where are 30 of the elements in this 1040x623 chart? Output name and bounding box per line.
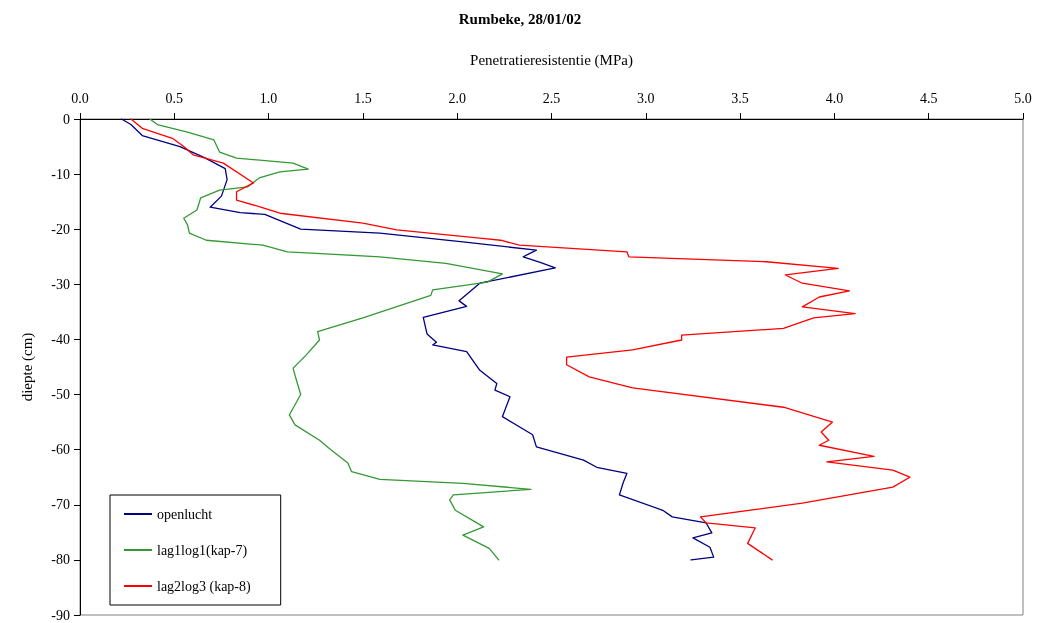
- y-tick-label: -80: [51, 552, 70, 568]
- x-tick-label: 4.5: [919, 90, 938, 106]
- x-axis-title: Penetratieresistentie (MPa): [470, 51, 633, 69]
- y-tick-label: -70: [51, 497, 70, 513]
- x-tick-label: 2.5: [542, 90, 561, 106]
- x-tick-label: 3.5: [731, 90, 749, 106]
- x-tick-label: 3.0: [637, 90, 655, 106]
- y-tick-label: -20: [51, 221, 70, 237]
- x-tick-label: 5.0: [1014, 90, 1032, 106]
- y-axis-title: diepte (cm): [18, 332, 36, 402]
- x-tick-label: 0.0: [71, 90, 89, 106]
- x-tick-label: 1.5: [354, 90, 372, 106]
- legend-label: openlucht: [157, 506, 213, 522]
- legend-label: lag2log3 (kap-8): [157, 578, 252, 595]
- x-tick-label: 0.5: [165, 90, 184, 106]
- y-tick-label: -40: [51, 331, 70, 347]
- x-tick-label: 2.0: [448, 90, 466, 106]
- line-series: [120, 118, 715, 561]
- line-series: [149, 118, 532, 561]
- y-tick-label: -10: [51, 166, 70, 182]
- y-tick-label: 0: [63, 111, 70, 127]
- line-series: [130, 118, 911, 561]
- legend-label: lag1log1(kap-7): [157, 542, 248, 559]
- y-tick-label: -90: [51, 607, 70, 623]
- y-tick-label: -60: [51, 442, 70, 458]
- y-tick-label: -30: [51, 276, 70, 292]
- y-tick-label: -50: [51, 387, 70, 403]
- x-tick-label: 1.0: [259, 90, 278, 106]
- x-tick-label: 4.0: [825, 90, 844, 106]
- chart-title: Rumbeke, 28/01/02: [458, 10, 582, 27]
